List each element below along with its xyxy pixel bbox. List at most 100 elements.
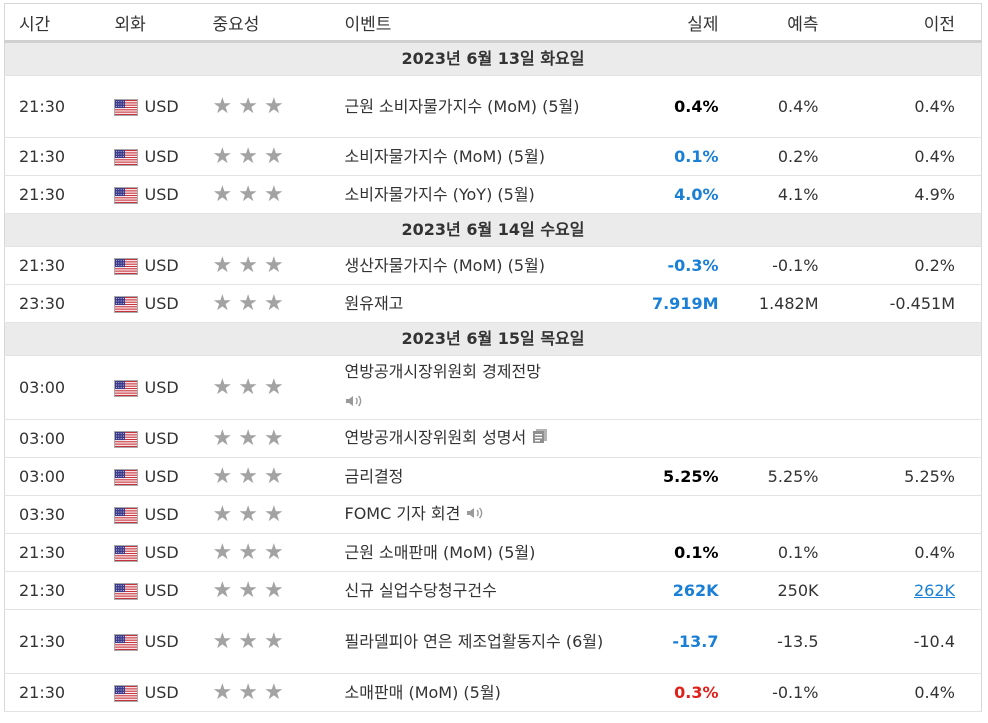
event-name[interactable]: 소비자물가지수 (MoM) (5월) <box>332 137 615 176</box>
event-name-text[interactable]: 소비자물가지수 (MoM) (5월) <box>344 146 545 166</box>
forecast-value <box>744 495 845 534</box>
header-event[interactable]: 이벤트 <box>332 3 615 43</box>
event-name-text[interactable]: 소매판매 (MoM) (5월) <box>344 682 501 702</box>
currency-cell: USD <box>102 75 203 138</box>
event-name[interactable]: 연방공개시장위원회 경제전망 <box>332 355 615 420</box>
event-name-text[interactable]: 생산자물가지수 (MoM) (5월) <box>344 255 545 275</box>
header-row: 시간 외화 중요성 이벤트 실제 예측 이전 <box>4 3 982 43</box>
event-name-text[interactable]: 금리결정 <box>344 466 404 486</box>
forecast-value: -0.1% <box>744 246 845 285</box>
event-row[interactable]: 21:30 USD ★ ★ ★ 소매판매 (MoM) (5월) 0.3% -0.1%… <box>4 673 982 712</box>
us-flag-icon <box>114 507 137 523</box>
event-name[interactable]: 소비자물가지수 (YoY) (5월) <box>332 175 615 214</box>
previous-value: 0.2% <box>844 246 982 285</box>
event-name[interactable]: 금리결정 <box>332 457 615 496</box>
currency-code: USD <box>144 377 179 397</box>
star-icon: ★ <box>263 578 284 603</box>
actual-value: 0.3% <box>614 673 745 712</box>
event-row[interactable]: 21:30 USD ★ ★ ★ 소비자물가지수 (MoM) (5월) 0.1% 0.… <box>4 137 982 176</box>
importance-stars: ★ ★ ★ <box>202 457 333 496</box>
header-time[interactable]: 시간 <box>4 3 103 43</box>
event-name-text[interactable]: 근원 소매판매 (MoM) (5월) <box>344 542 536 562</box>
actual-value: 262K <box>614 571 745 610</box>
event-row[interactable]: 03:00 USD ★ ★ ★ 금리결정 5.25% 5.25% 5.25% <box>4 457 982 496</box>
event-row[interactable]: 03:00 USD ★ ★ ★ 연방공개시장위원회 경제전망 <box>4 355 982 420</box>
currency-cell: USD <box>102 137 203 176</box>
event-time: 03:00 <box>4 419 103 458</box>
actual-value <box>614 419 745 458</box>
event-name-text[interactable]: 근원 소비자물가지수 (MoM) (5월) <box>344 96 580 116</box>
star-icon: ★ <box>263 144 284 169</box>
us-flag-icon <box>114 187 137 203</box>
star-icon: ★ <box>212 253 233 278</box>
header-currency[interactable]: 외화 <box>102 3 203 43</box>
star-icon: ★ <box>263 94 284 119</box>
event-name[interactable]: 신규 실업수당청구건수 <box>332 571 615 610</box>
importance-stars: ★ ★ ★ <box>202 75 333 138</box>
us-flag-icon <box>114 583 137 599</box>
actual-value: 7.919M <box>614 284 745 323</box>
event-row[interactable]: 21:30 USD ★ ★ ★ 필라델피아 연은 제조업활동지수 (6월) -13.… <box>4 609 982 674</box>
event-name-text[interactable]: 신규 실업수당청구건수 <box>344 580 497 600</box>
star-icon: ★ <box>238 375 258 400</box>
event-name-text[interactable]: 연방공개시장위원회 성명서 <box>344 428 527 448</box>
previous-value-revised[interactable]: 262K <box>913 580 955 600</box>
currency-code: USD <box>144 96 179 116</box>
header-forecast[interactable]: 예측 <box>744 3 845 43</box>
event-name[interactable]: 원유재고 <box>332 284 615 323</box>
currency-cell: USD <box>102 284 203 323</box>
star-icon: ★ <box>238 629 258 654</box>
event-row[interactable]: 23:30 USD ★ ★ ★ 원유재고 7.919M 1.482M -0.451M <box>4 284 982 323</box>
star-icon: ★ <box>238 426 258 451</box>
event-name-text[interactable]: FOMC 기자 회견 <box>344 504 461 524</box>
currency-code: USD <box>144 631 179 651</box>
us-flag-icon <box>114 545 137 561</box>
previous-value <box>844 355 982 420</box>
previous-value: 0.4% <box>844 137 982 176</box>
forecast-value: 250K <box>744 571 845 610</box>
star-icon: ★ <box>212 464 233 489</box>
header-importance[interactable]: 중요성 <box>202 3 333 43</box>
importance-stars: ★ ★ ★ <box>202 609 333 674</box>
event-name[interactable]: 생산자물가지수 (MoM) (5월) <box>332 246 615 285</box>
star-icon: ★ <box>263 426 284 451</box>
event-row[interactable]: 03:30 USD ★ ★ ★ FOMC 기자 회견 <box>4 495 982 534</box>
us-flag-icon <box>114 685 137 701</box>
event-name-text[interactable]: 연방공개시장위원회 경제전망 <box>344 362 541 382</box>
us-flag-icon <box>114 380 137 396</box>
event-name-text[interactable]: 원유재고 <box>344 293 404 313</box>
star-icon: ★ <box>212 94 233 119</box>
event-name[interactable]: 연방공개시장위원회 성명서 <box>332 419 615 458</box>
event-name[interactable]: FOMC 기자 회견 <box>332 495 615 534</box>
event-row[interactable]: 21:30 USD ★ ★ ★ 근원 소매판매 (MoM) (5월) 0.1% 0.… <box>4 533 982 572</box>
event-row[interactable]: 21:30 USD ★ ★ ★ 생산자물가지수 (MoM) (5월) -0.3% -… <box>4 246 982 285</box>
event-row[interactable]: 21:30 USD ★ ★ ★ 근원 소비자물가지수 (MoM) (5월) 0.4%… <box>4 75 982 138</box>
header-actual[interactable]: 실제 <box>614 3 745 43</box>
currency-code: USD <box>144 682 179 702</box>
event-name[interactable]: 필라델피아 연은 제조업활동지수 (6월) <box>332 609 615 674</box>
event-name-text[interactable]: 필라델피아 연은 제조업활동지수 (6월) <box>344 631 604 651</box>
event-row[interactable]: 21:30 USD ★ ★ ★ 신규 실업수당청구건수 262K 250K 262K <box>4 571 982 610</box>
event-name-text[interactable]: 소비자물가지수 (YoY) (5월) <box>344 184 535 204</box>
event-time: 21:30 <box>4 609 103 674</box>
previous-value-link[interactable]: 262K <box>844 571 982 610</box>
currency-cell: USD <box>102 457 203 496</box>
us-flag-icon <box>114 258 137 274</box>
event-row[interactable]: 03:00 USD ★ ★ ★ 연방공개시장위원회 성명서 <box>4 419 982 458</box>
date-row: 2023년 6월 15일 목요일 <box>4 322 982 356</box>
us-flag-icon <box>114 99 137 115</box>
speaker-icon[interactable] <box>345 388 363 418</box>
importance-stars: ★ ★ ★ <box>202 495 333 534</box>
event-row[interactable]: 21:30 USD ★ ★ ★ 소비자물가지수 (YoY) (5월) 4.0% 4.… <box>4 175 982 214</box>
event-time: 21:30 <box>4 533 103 572</box>
document-icon[interactable] <box>532 424 548 454</box>
speaker-icon[interactable] <box>466 500 484 530</box>
event-name[interactable]: 소매판매 (MoM) (5월) <box>332 673 615 712</box>
importance-stars: ★ ★ ★ <box>202 284 333 323</box>
currency-cell: USD <box>102 673 203 712</box>
event-name[interactable]: 근원 소매판매 (MoM) (5월) <box>332 533 615 572</box>
header-previous[interactable]: 이전 <box>844 3 982 43</box>
event-name[interactable]: 근원 소비자물가지수 (MoM) (5월) <box>332 75 615 138</box>
previous-value: 0.4% <box>844 673 982 712</box>
us-flag-icon <box>114 469 137 485</box>
